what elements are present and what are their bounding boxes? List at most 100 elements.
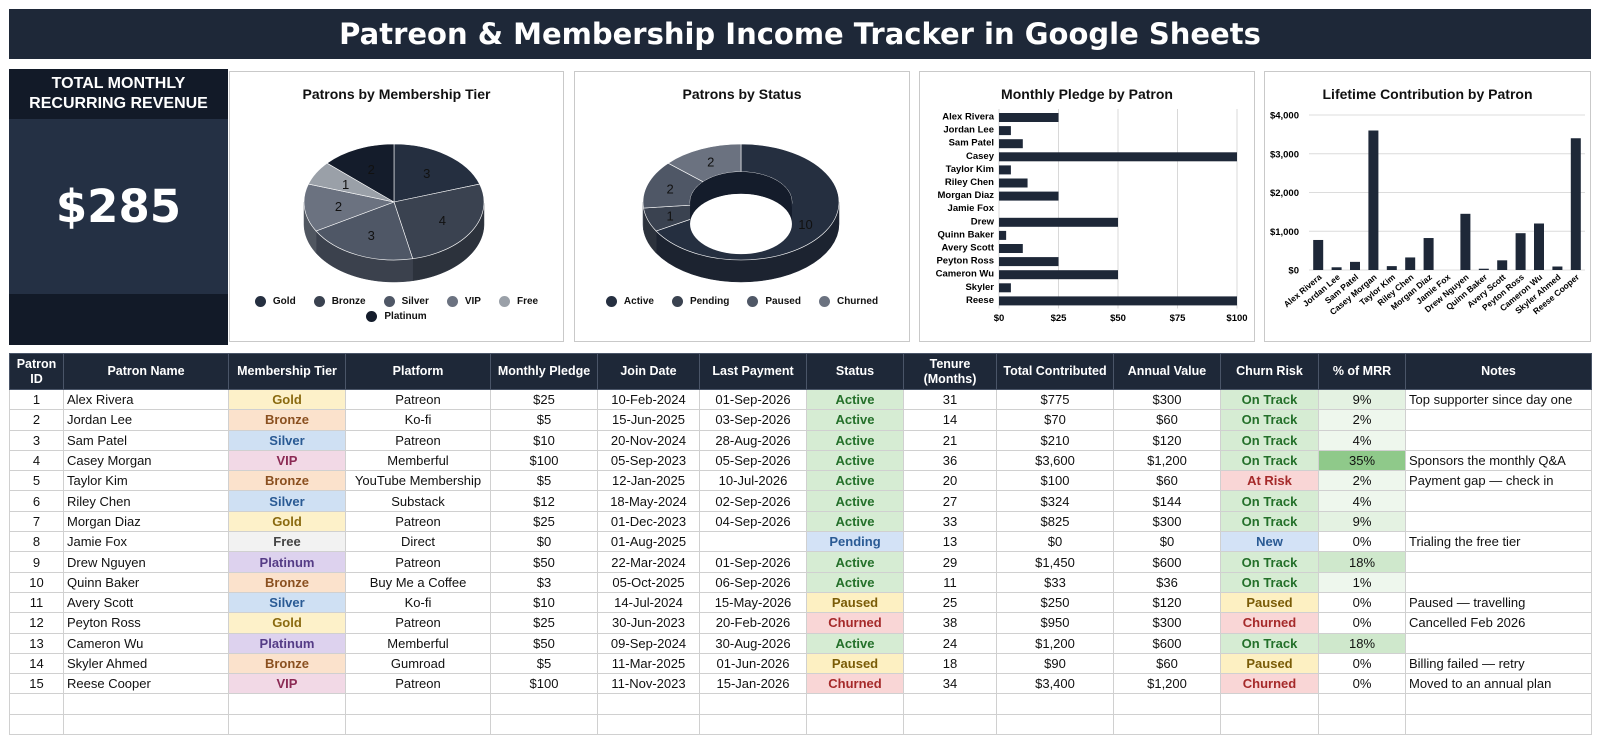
cell-annual-value[interactable]: $300 — [1113, 612, 1221, 634]
empty-cell[interactable] — [345, 713, 491, 736]
bar-peyton-ross[interactable] — [1515, 233, 1526, 270]
cell-tenure[interactable]: 33 — [903, 510, 997, 533]
cell-last-payment[interactable]: 02-Sep-2026 — [699, 490, 807, 512]
cell-last-payment[interactable]: 01-Sep-2026 — [699, 388, 807, 411]
cell-join-date[interactable]: 05-Oct-2025 — [597, 571, 700, 593]
table-row[interactable]: 2 Jordan Lee Bronze Ko-fi $5 15-Jun-2025 03-Se… — [9, 409, 1592, 431]
empty-cell[interactable] — [597, 693, 700, 715]
table-row[interactable]: 6 Riley Chen Silver Substack $12 18-May-2024 0… — [9, 490, 1592, 512]
cell-platform[interactable]: Substack — [345, 490, 491, 512]
cell-total-contributed[interactable]: $70 — [996, 409, 1114, 431]
empty-cell[interactable] — [903, 693, 997, 715]
cell-join-date[interactable]: 14-Jul-2024 — [597, 591, 700, 614]
cell-mrr-share[interactable]: 2% — [1318, 470, 1406, 492]
empty-cell[interactable] — [996, 693, 1114, 715]
cell-tier[interactable]: Platinum — [228, 632, 346, 654]
cell-churn-risk[interactable]: Churned — [1220, 673, 1319, 695]
cell-last-payment[interactable]: 01-Jun-2026 — [699, 652, 807, 675]
cell-tier[interactable]: Bronze — [228, 571, 346, 593]
cell-patron-name[interactable]: Riley Chen — [63, 490, 229, 512]
cell-join-date[interactable]: 01-Aug-2025 — [597, 531, 700, 553]
column-header-churn-risk[interactable]: Churn Risk — [1220, 353, 1319, 390]
cell-join-date[interactable]: 20-Nov-2024 — [597, 429, 700, 451]
cell-patron-name[interactable]: Cameron Wu — [63, 632, 229, 654]
column-header-membership-tier[interactable]: Membership Tier — [228, 353, 346, 390]
cell-status[interactable]: Active — [806, 632, 904, 654]
lifetime-bar-chart[interactable]: Lifetime Contribution by Patron $0 $1,000… — [1264, 71, 1591, 342]
cell-annual-value[interactable]: $60 — [1113, 652, 1221, 675]
cell-platform[interactable]: YouTube Membership — [345, 470, 491, 492]
bar-riley-chen[interactable] — [999, 178, 1028, 188]
legend-item-active[interactable]: Active — [605, 296, 654, 307]
column-header-notes[interactable]: Notes — [1405, 353, 1592, 390]
cell-pledge[interactable]: $100 — [490, 449, 598, 472]
bar-quinn-baker[interactable] — [999, 230, 1007, 240]
cell-churn-risk[interactable]: On Track — [1220, 429, 1319, 451]
cell-tenure[interactable]: 24 — [903, 632, 997, 654]
cell-last-payment[interactable]: 20-Feb-2026 — [699, 612, 807, 634]
table-row[interactable]: 14 Skyler Ahmed Bronze Gumroad $5 11-Mar-2025… — [9, 652, 1592, 675]
table-row[interactable]: 5 Taylor Kim Bronze YouTube Membership $5 12-… — [9, 470, 1592, 492]
cell-churn-risk[interactable]: New — [1220, 531, 1319, 553]
cell-notes[interactable] — [1405, 632, 1592, 654]
cell-platform[interactable]: Direct — [345, 531, 491, 553]
cell-tenure[interactable]: 34 — [903, 673, 997, 695]
table-row[interactable]: 4 Casey Morgan VIP Memberful $100 05-Sep-2023… — [9, 449, 1592, 472]
cell-total-contributed[interactable]: $90 — [996, 652, 1114, 675]
cell-annual-value[interactable]: $0 — [1113, 531, 1221, 553]
cell-tier[interactable]: Bronze — [228, 409, 346, 431]
cell-status[interactable]: Churned — [806, 612, 904, 634]
cell-platform[interactable]: Buy Me a Coffee — [345, 571, 491, 593]
cell-patron-id[interactable]: 6 — [9, 490, 64, 512]
cell-join-date[interactable]: 22-Mar-2024 — [597, 551, 700, 573]
pie-slice-vip[interactable] — [303, 183, 396, 232]
cell-patron-name[interactable]: Peyton Ross — [63, 612, 229, 634]
cell-tier[interactable]: Free — [228, 531, 346, 553]
bar-skyler[interactable] — [999, 283, 1011, 293]
cell-last-payment[interactable]: 01-Sep-2026 — [699, 551, 807, 573]
bar-casey[interactable] — [999, 152, 1237, 162]
empty-cell[interactable] — [1318, 713, 1406, 736]
cell-total-contributed[interactable]: $100 — [996, 470, 1114, 492]
cell-mrr-share[interactable]: 4% — [1318, 490, 1406, 512]
table-row[interactable]: 1 Alex Rivera Gold Patreon $25 10-Feb-2024 01-… — [9, 388, 1592, 411]
cell-tier[interactable]: Bronze — [228, 652, 346, 675]
cell-status[interactable]: Churned — [806, 673, 904, 695]
cell-mrr-share[interactable]: 35% — [1318, 449, 1406, 472]
cell-total-contributed[interactable]: $250 — [996, 591, 1114, 614]
cell-mrr-share[interactable]: 0% — [1318, 612, 1406, 634]
cell-status[interactable]: Active — [806, 409, 904, 431]
cell-tier[interactable]: Silver — [228, 429, 346, 451]
cell-patron-name[interactable]: Jamie Fox — [63, 531, 229, 553]
legend-item-churned[interactable]: Churned — [818, 296, 878, 307]
cell-tenure[interactable]: 20 — [903, 470, 997, 492]
cell-tier[interactable]: VIP — [228, 673, 346, 695]
bar-sam-patel[interactable] — [1350, 261, 1360, 270]
bar-jordan-lee[interactable] — [999, 126, 1011, 136]
legend-item-bronze[interactable]: Bronze — [313, 296, 366, 307]
cell-patron-id[interactable]: 15 — [9, 673, 64, 695]
empty-cell[interactable] — [903, 713, 997, 736]
empty-cell[interactable] — [490, 693, 598, 715]
cell-join-date[interactable]: 05-Sep-2023 — [597, 449, 700, 472]
cell-join-date[interactable]: 01-Dec-2023 — [597, 510, 700, 533]
cell-pledge[interactable]: $3 — [490, 571, 598, 593]
cell-mrr-share[interactable]: 0% — [1318, 652, 1406, 675]
cell-join-date[interactable]: 15-Jun-2025 — [597, 409, 700, 431]
cell-patron-id[interactable]: 14 — [9, 652, 64, 675]
cell-patron-id[interactable]: 3 — [9, 429, 64, 451]
empty-cell[interactable] — [1113, 693, 1221, 715]
cell-join-date[interactable]: 11-Nov-2023 — [597, 673, 700, 695]
table-row[interactable]: 3 Sam Patel Silver Patreon $10 20-Nov-2024 28-… — [9, 429, 1592, 451]
cell-status[interactable]: Paused — [806, 591, 904, 614]
bar-sam-patel[interactable] — [999, 139, 1023, 149]
cell-tenure[interactable]: 13 — [903, 531, 997, 553]
cell-tier[interactable]: Gold — [228, 510, 346, 533]
legend-item-vip[interactable]: VIP — [446, 296, 481, 307]
cell-mrr-share[interactable]: 0% — [1318, 673, 1406, 695]
cell-platform[interactable]: Patreon — [345, 429, 491, 451]
cell-last-payment[interactable]: 15-Jan-2026 — [699, 673, 807, 695]
cell-churn-risk[interactable]: On Track — [1220, 510, 1319, 533]
cell-platform[interactable]: Memberful — [345, 632, 491, 654]
cell-churn-risk[interactable]: Paused — [1220, 591, 1319, 614]
